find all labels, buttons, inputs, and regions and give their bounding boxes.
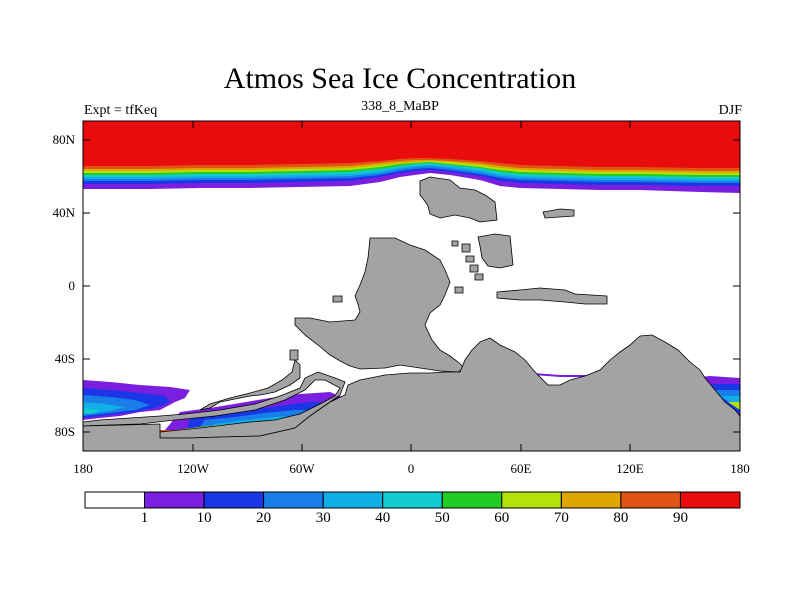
- colorbar-label: 90: [673, 510, 688, 526]
- left-label: Expt = tfKeq: [84, 103, 158, 118]
- lat-tick-label: 40N: [52, 205, 75, 220]
- lon-tick-label: 60E: [510, 461, 532, 476]
- colorbar-label: 1: [140, 510, 149, 526]
- colorbar-label: 10: [196, 510, 212, 526]
- colorbar-label: 20: [256, 510, 272, 526]
- lon-tick-label: 180: [730, 461, 750, 476]
- lat-tick-label: 80S: [54, 424, 75, 439]
- colorbar-swatch: [620, 491, 681, 509]
- colorbar-label: 30: [315, 510, 331, 526]
- colorbar-swatch: [382, 491, 443, 509]
- lat-tick-label: 40S: [54, 351, 75, 366]
- colorbar-swatch: [501, 491, 562, 509]
- colorbar-swatch: [441, 491, 503, 509]
- colorbar-swatch: [560, 491, 622, 509]
- chart-title: Atmos Sea Ice Concentration: [223, 62, 577, 95]
- axis-ticks: [82, 121, 741, 451]
- colorbar-swatch: [680, 491, 741, 509]
- colorbar-label: 70: [553, 510, 569, 526]
- lon-tick-label: 60W: [289, 461, 315, 476]
- colorbar-swatch: [322, 491, 384, 509]
- antarctic-sea-ice-west: [83, 380, 190, 420]
- colorbar-swatch: [263, 491, 324, 509]
- lon-tick-label: 120W: [177, 461, 209, 476]
- lat-tick-label: 80N: [52, 132, 75, 147]
- lon-tick-label: 120E: [616, 461, 644, 476]
- colorbar-swatch: [144, 491, 205, 509]
- colorbar: [84, 491, 741, 509]
- colorbar-label: 50: [434, 510, 450, 526]
- lon-tick-label: 0: [407, 461, 415, 476]
- arctic-sea-ice: [83, 121, 740, 193]
- lon-tick-label: 180: [73, 461, 93, 476]
- lat-tick-label: 0: [68, 278, 76, 293]
- subtitle: 338_8_MaBP: [361, 99, 439, 114]
- colorbar-label: 60: [494, 510, 510, 526]
- colorbar-swatch: [84, 491, 145, 509]
- season-label: DJF: [718, 103, 742, 118]
- colorbar-label: 40: [375, 510, 391, 526]
- land-masses: [83, 176, 740, 451]
- colorbar-swatch: [203, 491, 265, 509]
- colorbar-label: 80: [613, 510, 629, 526]
